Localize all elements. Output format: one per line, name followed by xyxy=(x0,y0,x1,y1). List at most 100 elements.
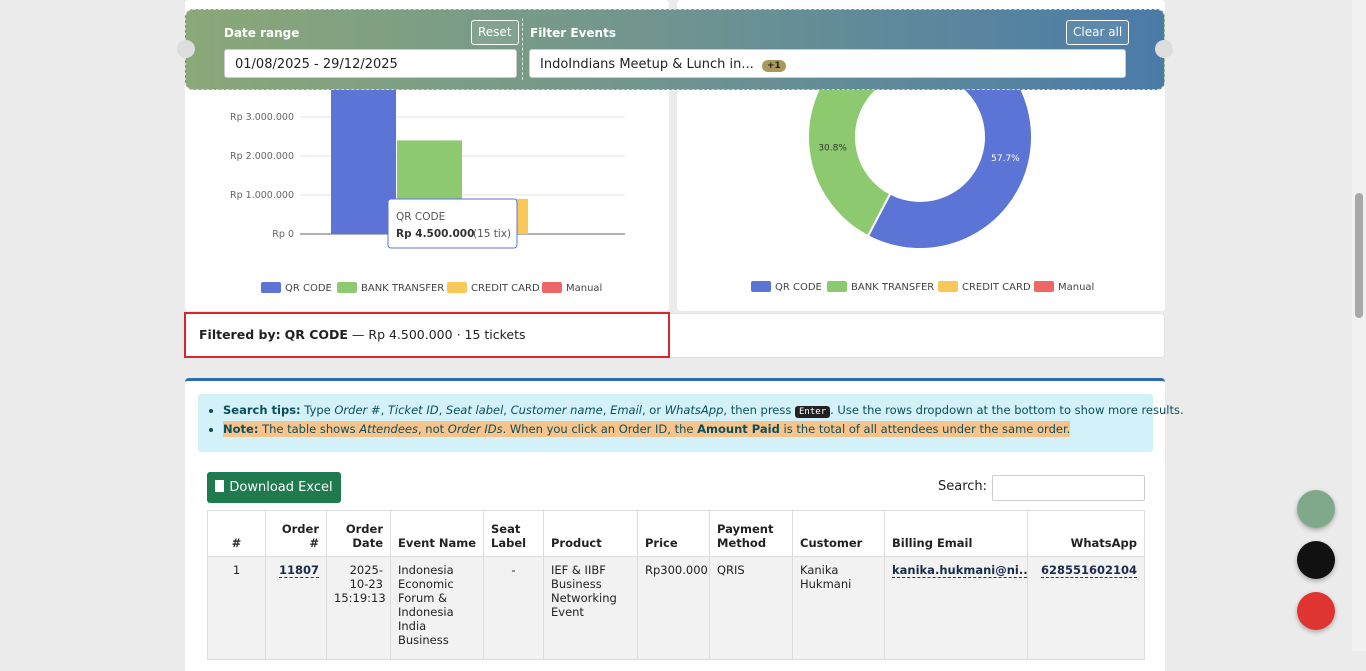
tip-text: Customer name xyxy=(510,403,603,417)
table-head: # Order # Order Date Event Name Seat Label Pr… xyxy=(207,510,1145,557)
table-cell: 628551602104 xyxy=(1027,556,1145,660)
tip-text: , then press xyxy=(723,403,796,417)
status-detail: — Rp 4.500.000 · 15 tickets xyxy=(351,327,526,342)
tip-text: Order IDs xyxy=(447,422,503,436)
tip-text: The table shows xyxy=(258,422,360,436)
slice-label: 30.8% xyxy=(818,143,847,153)
legend-swatch xyxy=(261,282,281,293)
legend-swatch xyxy=(447,282,467,293)
legend-swatch xyxy=(938,281,958,292)
header-text: Order Date xyxy=(345,522,383,550)
tip-text: , not xyxy=(417,422,448,436)
legend-swatch xyxy=(542,282,562,293)
bar-chart: Rp 0 Rp 1.000.000 Rp 2.000.000 Rp 3.000.000… xyxy=(230,58,625,294)
divider xyxy=(522,18,523,80)
header-text: Billing Email xyxy=(892,536,973,550)
table-row: 1 11807 2025-10-23 15:19:13 Indonesia Econo… xyxy=(207,556,1145,660)
cell-text[interactable]: 11807 xyxy=(278,563,319,578)
tip-text: Note: xyxy=(223,422,259,436)
column-header[interactable]: # xyxy=(207,510,266,557)
tooltip: QR CODE Rp 4.500.000(15 tix) xyxy=(387,198,518,249)
tooltip-box xyxy=(387,198,518,249)
column-header[interactable]: Seat Label xyxy=(483,510,544,557)
column-header[interactable]: WhatsApp xyxy=(1027,510,1145,557)
cell-text: IEF & IIBF Business Networking Event xyxy=(551,563,617,619)
info-button[interactable] xyxy=(1297,541,1335,579)
legend-label: QR CODE xyxy=(285,283,332,294)
events-label: Filter Events xyxy=(530,26,616,40)
search-input[interactable] xyxy=(992,475,1145,501)
y-tick-label: Rp 3.000.000 xyxy=(230,112,294,123)
header-text: Price xyxy=(645,536,678,550)
excel-icon xyxy=(215,480,225,492)
table-cell: 2025-10-23 15:19:13 xyxy=(326,556,391,660)
header-text: Customer xyxy=(800,536,863,550)
cell-text[interactable]: kanika.hukmani@ni... xyxy=(892,563,1027,578)
knob xyxy=(1155,40,1173,58)
y-tick-label: Rp 1.000.000 xyxy=(230,190,294,201)
reset-button[interactable]: Reset xyxy=(471,20,519,45)
logout-button[interactable] xyxy=(1297,592,1335,630)
clear-button[interactable]: Clear all xyxy=(1066,20,1130,45)
column-header[interactable]: Price xyxy=(637,510,710,557)
knob xyxy=(177,40,195,58)
tip-text: Attendees xyxy=(359,422,418,436)
table-cell: Indonesia Economic Forum & Indonesia Ind… xyxy=(390,556,484,660)
legend-label: BANK TRANSFER xyxy=(851,282,934,293)
legend-swatch xyxy=(337,282,357,293)
tip-text: , xyxy=(438,403,446,417)
table-cell: Kanika Hukmani xyxy=(792,556,885,660)
cell-text: - xyxy=(511,563,516,577)
header-text: # xyxy=(231,536,242,550)
legend-swatch xyxy=(827,281,847,292)
status-method: QR CODE xyxy=(284,327,348,342)
status-label: Filtered by: xyxy=(199,327,281,342)
tip-text: Type xyxy=(300,403,335,417)
events-value: IndoIndians Meetup & Lunch in... xyxy=(540,57,754,72)
tip-text: , xyxy=(503,403,511,417)
tip-text: , xyxy=(602,403,611,417)
status-card xyxy=(185,313,1165,358)
tip-text: WhatsApp xyxy=(664,403,724,417)
column-header[interactable]: Payment Method xyxy=(709,510,793,557)
scroll-thumb[interactable] xyxy=(1355,193,1363,318)
events-input[interactable]: IndoIndians Meetup & Lunch in... +1 xyxy=(529,49,1126,78)
tips: Search tips: Type Order #, Ticket ID, Se… xyxy=(198,394,1184,452)
legend-label: Manual xyxy=(566,283,602,294)
tip-text: . When you click an Order ID, the xyxy=(502,422,698,436)
note-tip: Note: The table shows Attendees, not Ord… xyxy=(223,421,1153,438)
tip-text: Enter xyxy=(795,406,831,418)
column-header[interactable]: Event Name xyxy=(390,510,484,557)
legend-swatch xyxy=(751,281,771,292)
tip-text: , xyxy=(380,403,388,417)
column-header[interactable]: Product xyxy=(543,510,638,557)
table-body: 1 11807 2025-10-23 15:19:13 Indonesia Econo… xyxy=(207,556,1145,660)
table-cell: 11807 xyxy=(265,556,327,660)
column-header[interactable]: Billing Email xyxy=(884,510,1028,557)
column-header[interactable]: Customer xyxy=(792,510,885,557)
column-header[interactable]: Order Date xyxy=(326,510,391,557)
download-button[interactable]: Download Excel xyxy=(207,472,341,503)
tip-text: . Use the rows dropdown at the bottom to… xyxy=(830,403,1184,417)
help-button[interactable] xyxy=(1297,490,1335,528)
y-tick-label: Rp 0 xyxy=(272,229,294,240)
cell-text[interactable]: 628551602104 xyxy=(1040,563,1137,578)
filter-bar: Date range Reset 01/08/2025 - 29/12/2025… xyxy=(177,9,1173,90)
page: Rp 0 Rp 1.000.000 Rp 2.000.000 Rp 3.000.000… xyxy=(0,0,1366,651)
table-cell: QRIS xyxy=(709,556,793,660)
header-text: Payment Method xyxy=(717,522,774,550)
header-row: # Order # Order Date Event Name Seat Label Pr… xyxy=(207,510,1145,557)
tip-text: , or xyxy=(641,403,665,417)
tooltip-value: Rp 4.500.000 xyxy=(396,228,474,240)
date-label: Date range xyxy=(224,26,300,40)
header-text: Event Name xyxy=(398,536,477,550)
date-input[interactable]: 01/08/2025 - 29/12/2025 xyxy=(224,49,517,78)
table-cell: Rp300.000 xyxy=(637,556,710,660)
attendee-table: # Order # Order Date Event Name Seat Label Pr… xyxy=(207,510,1145,660)
tip-text: Amount Paid xyxy=(697,422,780,436)
tip-text: Seat label xyxy=(445,403,504,417)
search-label: Search: xyxy=(938,479,988,494)
column-header[interactable]: Order # xyxy=(265,510,327,557)
cell-text: Rp300.000 xyxy=(645,563,708,577)
y-tick-label: Rp 2.000.000 xyxy=(230,151,294,162)
